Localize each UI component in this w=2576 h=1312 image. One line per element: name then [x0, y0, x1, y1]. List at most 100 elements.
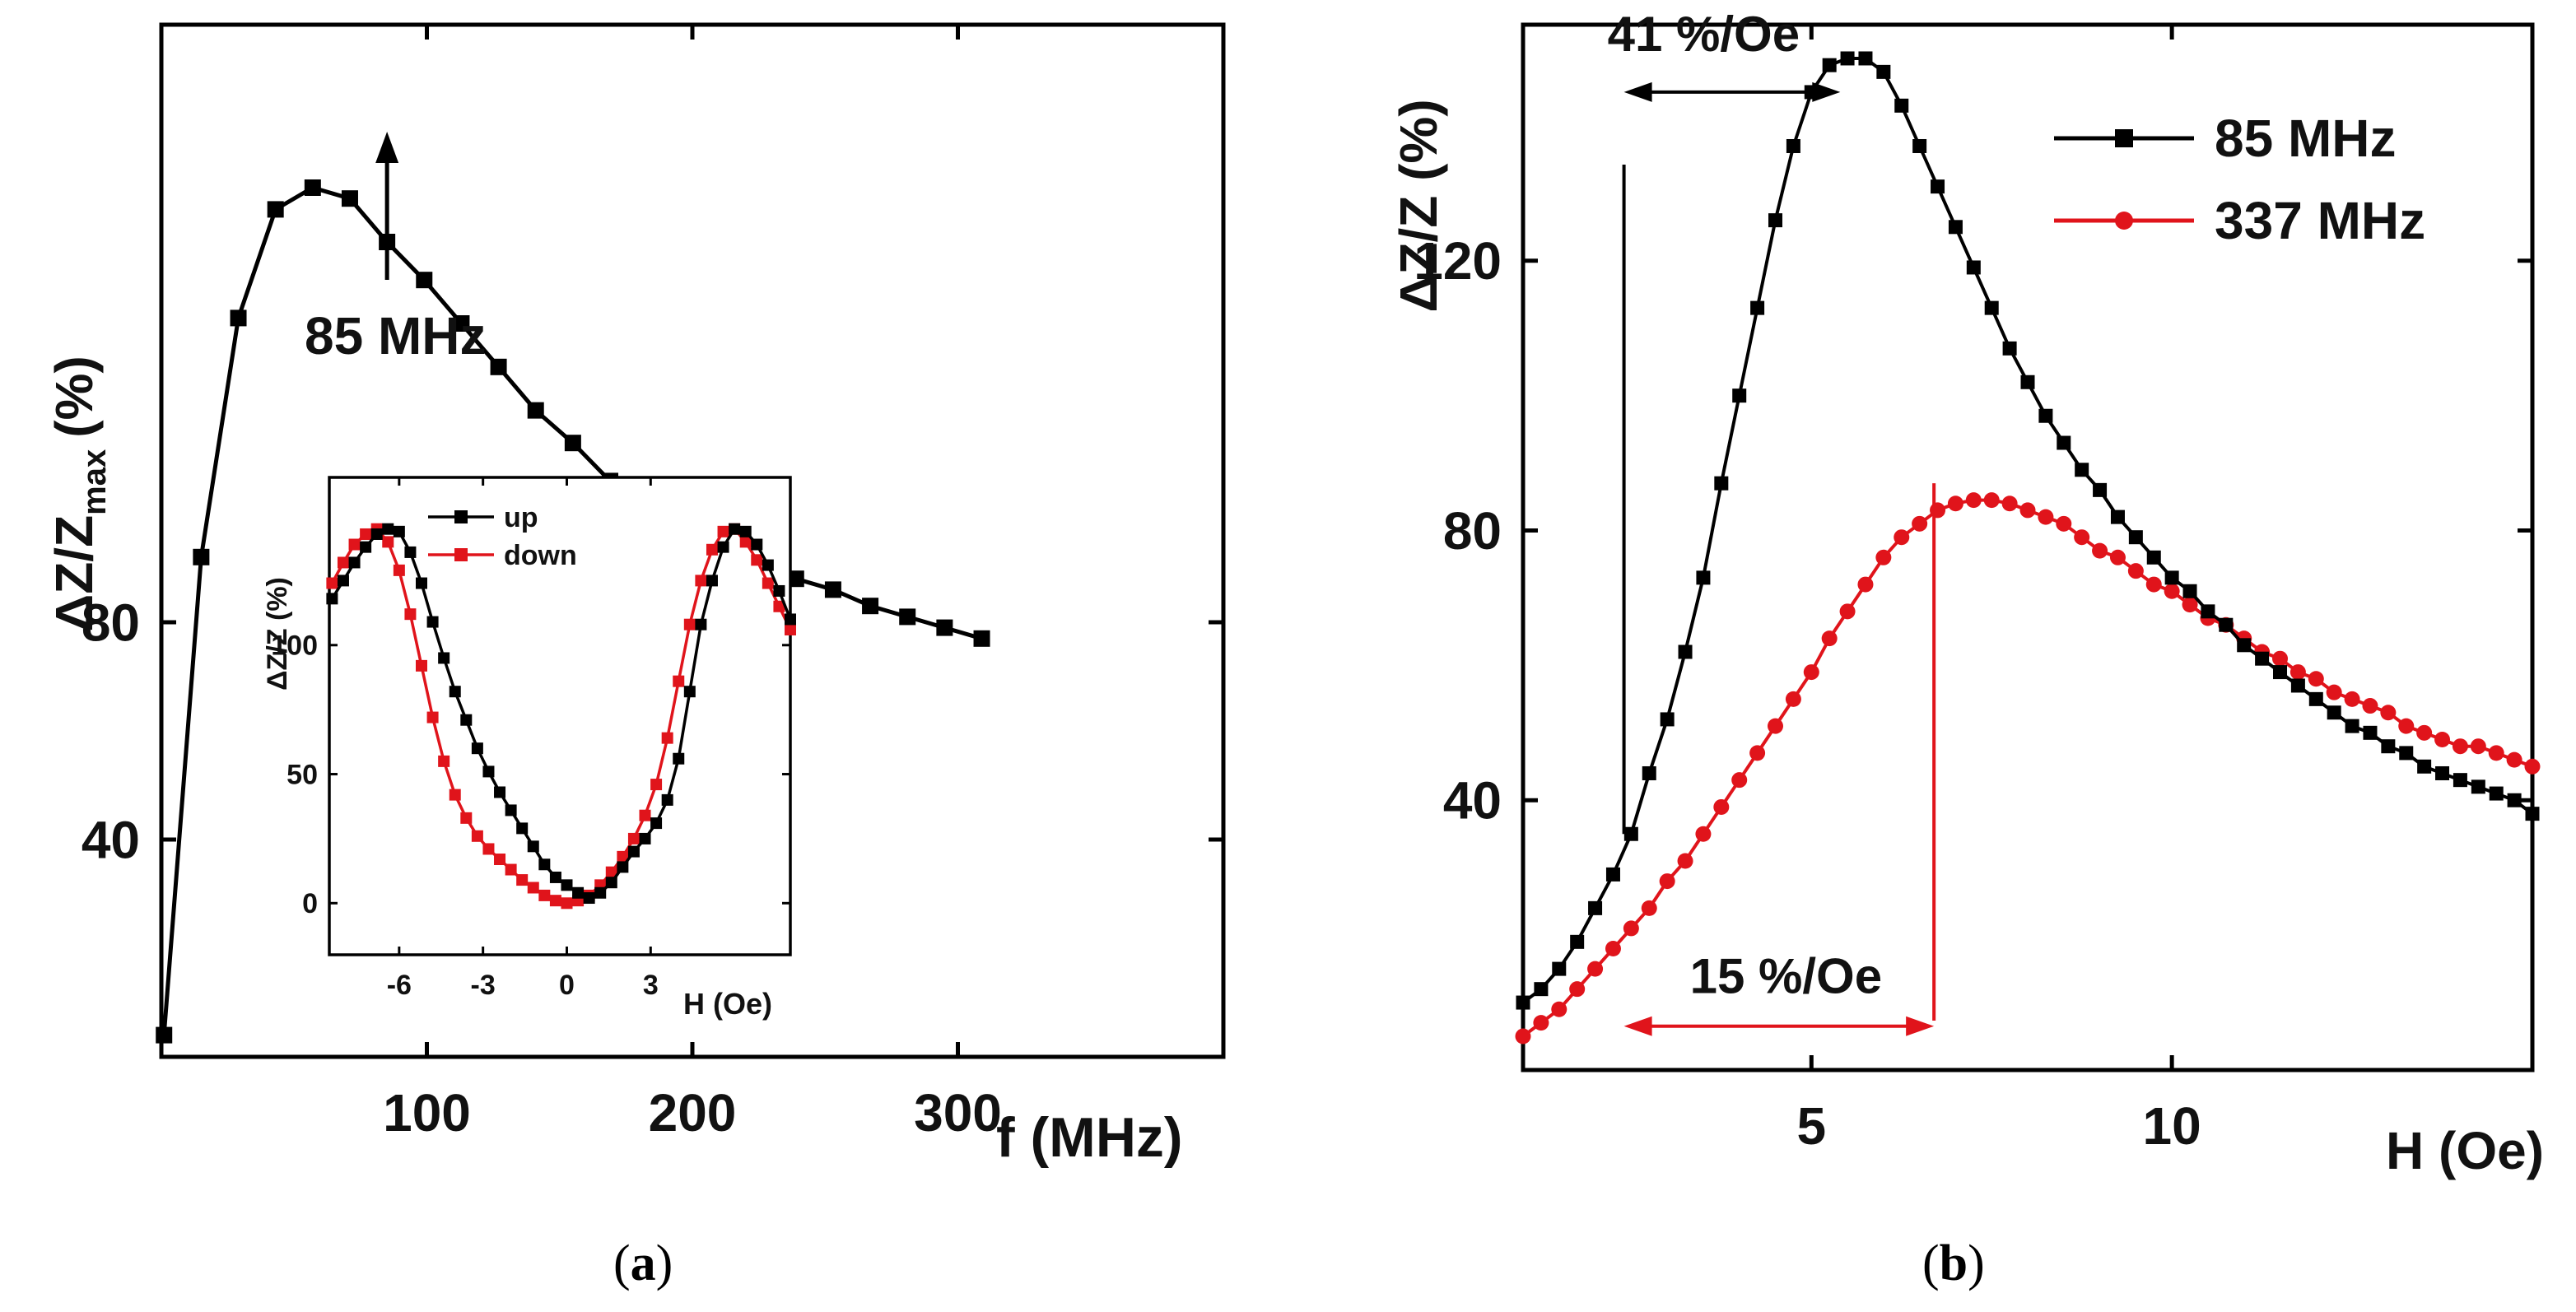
inset-up-point	[729, 523, 741, 535]
panel-b-legend-marker	[2115, 129, 2133, 147]
inset-down-point	[762, 577, 774, 589]
panel-b-series-85-point	[1660, 712, 1675, 727]
inset-up-point	[572, 886, 585, 899]
inset-up-point	[460, 714, 473, 726]
panel-b-series-337-point	[1551, 1001, 1567, 1017]
panel-b-series-337-point	[2019, 502, 2036, 519]
panel-b-series-337-line	[1521, 498, 2533, 1038]
inset-down-point	[739, 536, 752, 548]
panel-b-series-337-point	[2038, 509, 2054, 525]
panel-b-series-85-point	[2146, 550, 2161, 565]
inset-up-point	[717, 541, 729, 553]
panel-b-series-337-point	[2362, 698, 2378, 714]
panel-b-series-85-point	[1732, 388, 1747, 403]
inset-down-point	[471, 830, 483, 842]
panel-b-series-337-point	[1785, 691, 1801, 707]
inset-down-point	[382, 536, 394, 548]
panel-b-annotation-1-arrowhead-left	[1623, 81, 1652, 102]
inset-down-point	[706, 543, 718, 556]
panel-b-ytick-label: 120	[1414, 231, 1502, 291]
panel-b-frame	[1521, 22, 2535, 1072]
inset-legend-label: up	[504, 502, 538, 533]
panel-b-series-85-point	[1570, 934, 1585, 949]
inset-down-point	[785, 623, 796, 635]
panel-b-series-85-point	[2507, 793, 2522, 807]
panel-b-series-85-point	[2164, 570, 2179, 585]
inset-xtick-label: 3	[643, 970, 659, 1001]
inset-down-point	[639, 809, 651, 821]
panel-a-series-point	[490, 358, 507, 375]
panel-b-series-85-point	[2182, 584, 2197, 598]
panel-a-ytick-label: 80	[82, 593, 140, 652]
panel-b-series-85-point	[2075, 463, 2089, 477]
inset-legend-label: down	[504, 540, 577, 571]
panel-a-ylabel: ΔZ/Zmax (%)	[44, 356, 113, 632]
panel-b-series-85-point	[1966, 260, 1981, 275]
panel-a-series-point	[824, 581, 841, 598]
panel-b-series-337-point	[1749, 745, 1766, 761]
inset-up-point	[348, 556, 361, 569]
panel-b-series-85-point	[2290, 678, 2305, 693]
panel-b-series-85-point	[2128, 530, 2143, 545]
panel-b-annotation-2-label: 15 %/Oe	[1690, 949, 1882, 1004]
inset-up-point	[773, 584, 785, 597]
panel-b-series-85-point	[2002, 341, 2017, 356]
panel-b-series-85-point	[2273, 665, 2287, 680]
inset-down-point	[326, 577, 338, 589]
panel-b-series-85-point	[2381, 739, 2396, 754]
panel-a-ylabel-sub: max	[77, 449, 113, 515]
inset-xlabel: H (Oe)	[683, 987, 772, 1021]
inset-up-point	[471, 742, 483, 755]
panel-b-series-85-point	[2020, 375, 2035, 389]
panel-b-series-85-point	[2201, 604, 2215, 619]
inset-up-point	[751, 538, 763, 551]
panel-b-series-337-point	[2145, 576, 2162, 593]
inset-down-point	[650, 779, 663, 791]
inset-legend-marker	[454, 510, 468, 523]
panel-b-series-337-point	[1515, 1028, 1531, 1044]
inset-up-point	[438, 652, 450, 664]
inset-up-point	[683, 686, 696, 698]
panel-b-series-337-point	[2344, 691, 2360, 707]
panel-b-series-337-point	[2127, 563, 2144, 579]
panel-a-series-point	[787, 570, 804, 588]
panel-b-series-85-point	[2093, 482, 2108, 497]
inset-down-point	[673, 675, 685, 687]
inset-down-point	[773, 600, 785, 612]
inset-ytick-label: 100	[271, 630, 318, 662]
panel-b-series-337-point	[1659, 873, 1675, 890]
panel-a-annotation: 85 MHz	[305, 306, 487, 365]
inset-up-point	[549, 871, 561, 883]
panel-a-series-point	[193, 548, 210, 565]
panel-b-series-337-point	[2092, 542, 2108, 559]
inset-up-point	[785, 613, 796, 626]
inset-down-point	[337, 556, 349, 569]
panel-b-series-85-point	[1984, 300, 1999, 315]
panel-b-series-337-point	[2470, 738, 2486, 755]
inset-down-point	[404, 608, 417, 621]
panel-b-ylabel: ΔZ/Z (%)	[1389, 99, 1448, 312]
panel-b-series-337-point	[2398, 718, 2415, 734]
panel-a-ytick-label: 40	[82, 810, 140, 869]
inset-down-point	[416, 659, 427, 672]
panel-b-series-85-point	[1534, 982, 1549, 997]
panel-b-series-337-point	[2056, 515, 2072, 532]
inset-down-point	[549, 895, 561, 907]
inset-down-point	[494, 854, 506, 865]
panel-b-series-85-point	[1858, 51, 1873, 66]
panel-b-series-337-point	[1821, 630, 1838, 647]
inset-up-point	[326, 593, 338, 605]
panel-b-series-337-point	[1731, 772, 1748, 789]
panel-b-annotation-1-label: 41 %/Oe	[1608, 7, 1800, 62]
panel-a-series-point	[899, 608, 916, 626]
panel-b-series-85-point	[2417, 759, 2432, 774]
panel-b-series-85-point	[2525, 807, 2540, 821]
panel-b-series-85-point	[1750, 300, 1765, 315]
panel-b-series-337-point	[1623, 920, 1639, 937]
panel-b-legend-marker	[2115, 212, 2133, 230]
panel-b-series-85-point	[2435, 765, 2450, 780]
panel-b-series-337-point	[2488, 745, 2504, 761]
panel-b-series-85-point	[1912, 138, 1927, 153]
inset-up-point	[673, 752, 685, 765]
